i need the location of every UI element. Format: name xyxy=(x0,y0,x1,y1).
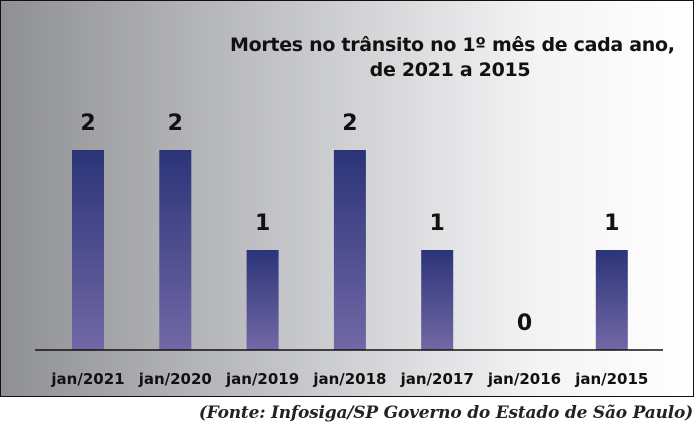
x-tick-label: jan/2017 xyxy=(400,370,474,388)
chart-title: Mortes no trânsito no 1º mês de cada ano… xyxy=(230,33,675,83)
bar-jan-2020 xyxy=(159,150,192,350)
bar-jan-2018 xyxy=(333,150,366,350)
bars-layer xyxy=(72,150,628,350)
bar-jan-2015 xyxy=(595,250,628,350)
x-tick-label: jan/2021 xyxy=(50,370,124,388)
value-label: 1 xyxy=(430,211,445,236)
value-label: 0 xyxy=(517,311,532,336)
value-label: 1 xyxy=(255,211,270,236)
bar-jan-2019 xyxy=(246,250,279,350)
chart-title-line-1: Mortes no trânsito no 1º mês de cada ano… xyxy=(230,34,675,56)
value-label: 1 xyxy=(604,211,619,236)
value-label: 2 xyxy=(168,111,183,136)
x-tick-label: jan/2019 xyxy=(225,370,299,388)
value-label: 2 xyxy=(80,111,95,136)
chart-title-line-2: de 2021 a 2015 xyxy=(369,59,531,81)
value-labels-layer: 2 2 1 2 1 0 1 xyxy=(80,111,619,336)
x-tick-label: jan/2020 xyxy=(138,370,212,388)
bar-jan-2017 xyxy=(421,250,454,350)
value-label: 2 xyxy=(342,111,357,136)
x-tick-label: jan/2016 xyxy=(487,370,561,388)
bar-chart: 2 2 1 2 1 0 1 jan/2021 jan/2020 jan/2019 jan/2018… xyxy=(35,111,663,388)
x-tick-labels-layer: jan/2021 jan/2020 jan/2019 jan/2018 jan/2017… xyxy=(50,370,648,388)
x-tick-label: jan/2015 xyxy=(574,370,648,388)
bar-jan-2021 xyxy=(72,150,104,350)
x-tick-label: jan/2018 xyxy=(312,370,386,388)
source-note: (Fonte: Infosiga/SP Governo do Estado de… xyxy=(198,403,693,423)
